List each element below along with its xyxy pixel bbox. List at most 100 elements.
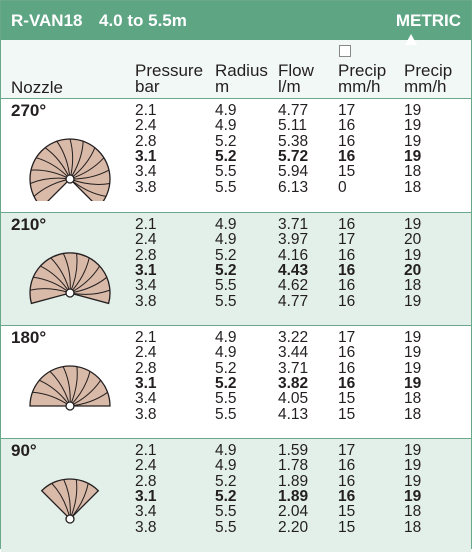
flow-cell: 1.89: [278, 487, 309, 505]
pressure-cell: 2.8: [135, 246, 157, 264]
precip-triangle-cell: 19: [404, 457, 422, 475]
nozzle-arc-label: 90°: [11, 441, 37, 460]
flow-cell: 5.38: [278, 132, 309, 150]
square-icon: [339, 45, 351, 57]
table-row: 2.4 4.9 5.11 16 19: [1, 117, 471, 135]
table-row: 3.4 5.5 4.05 15 18: [1, 390, 471, 408]
precip-square-cell: 16: [338, 472, 356, 490]
pressure-cell: 3.1: [135, 374, 157, 392]
pressure-cell: 3.8: [135, 518, 157, 536]
pressure-cell: 2.1: [135, 216, 157, 233]
table-row: 2.1 4.9 1.59 17 19: [1, 442, 471, 459]
precip-square-cell: 16: [338, 277, 356, 295]
radius-cell: 4.9: [215, 102, 237, 119]
radius-cell: 5.5: [215, 405, 237, 423]
precip-square-cell: 17: [338, 442, 356, 459]
precip-triangle-cell: 19: [404, 487, 422, 505]
column-headers: Nozzle Pressure bar Radius m Flow l/m Preci…: [1, 34, 471, 99]
precip-square-cell: 15: [338, 518, 356, 536]
radius-cell: 5.5: [215, 503, 237, 521]
table-row: 2.4 4.9 3.44 16 19: [1, 344, 471, 362]
table-row: 3.8 5.5 2.20 15 18: [1, 518, 471, 536]
pressure-header: Pressure bar: [135, 61, 204, 96]
radius-cell: 5.2: [215, 487, 237, 505]
precip-triangle-cell: 19: [404, 117, 422, 135]
radius-cell: 4.9: [215, 117, 237, 135]
radius-cell: 4.9: [215, 344, 237, 362]
precip-triangle-cell: 19: [404, 132, 422, 150]
table-row: 3.4 5.5 5.94 15 18: [1, 163, 471, 181]
flow-cell: 4.77: [278, 102, 309, 119]
precip-triangle-header: Precip mm/h: [404, 61, 453, 96]
precip-triangle-cell: 18: [404, 277, 422, 295]
flow-cell: 3.82: [278, 374, 309, 392]
precip-square-cell: 16: [338, 359, 356, 377]
pressure-cell: 2.1: [135, 329, 157, 346]
pressure-cell: 3.1: [135, 261, 157, 279]
pressure-cell: 2.4: [135, 117, 157, 135]
pressure-cell: 3.4: [135, 390, 157, 408]
precip-triangle-cell: 19: [404, 374, 422, 392]
pressure-cell: 3.4: [135, 163, 157, 181]
precip-square-cell: 16: [338, 487, 356, 505]
pressure-cell: 3.8: [135, 405, 157, 423]
radius-cell: 5.5: [215, 163, 237, 181]
precip-triangle-cell: 18: [404, 163, 422, 181]
radius-cell: 4.9: [215, 442, 237, 459]
precip-triangle-cell: 19: [404, 102, 422, 119]
radius-cell: 5.2: [215, 359, 237, 377]
flow-cell: 1.89: [278, 472, 309, 490]
precip-triangle-cell: 18: [404, 503, 422, 521]
table-row: 3.8 5.5 6.13 0 18: [1, 178, 471, 196]
precip-square-cell: 16: [338, 246, 356, 264]
precip-square-cell: 15: [338, 390, 356, 408]
pressure-cell: 2.8: [135, 132, 157, 150]
table-row: 3.8 5.5 4.13 15 18: [1, 405, 471, 423]
precip-square-cell: 16: [338, 374, 356, 392]
pressure-cell: 3.8: [135, 178, 157, 196]
table-row: 2.8 5.2 1.89 16 19: [1, 472, 471, 490]
precip-triangle-cell: 18: [404, 405, 422, 423]
pressure-cell: 2.8: [135, 472, 157, 490]
precip-square-cell: 16: [338, 292, 356, 310]
nozzle-section: 90° 2.1 4.9 1.59 17 19 2.4 4.9 1.78 16 19 2.8 5.2 1.8…: [1, 438, 471, 552]
precip-square-header: Precip mm/h: [338, 61, 387, 96]
radius-cell: 4.9: [215, 231, 237, 249]
radius-cell: 5.2: [215, 246, 237, 264]
precip-triangle-cell: 19: [404, 147, 422, 165]
pressure-cell: 3.4: [135, 277, 157, 295]
precip-square-cell: 15: [338, 405, 356, 423]
precip-triangle-cell: 19: [404, 442, 422, 459]
pressure-cell: 2.1: [135, 102, 157, 119]
precip-square-cell: 15: [338, 503, 356, 521]
precip-triangle-cell: 20: [404, 261, 422, 279]
pressure-cell: 3.1: [135, 147, 157, 165]
precip-triangle-cell: 20: [404, 231, 422, 249]
table-row: 3.1 5.2 5.72 16 19: [1, 147, 471, 165]
precip-triangle-cell: 18: [404, 518, 422, 536]
precip-square-cell: 17: [338, 102, 356, 119]
precip-square-cell: 16: [338, 117, 356, 135]
flow-cell: 5.94: [278, 163, 309, 181]
radius-header: Radius m: [215, 61, 268, 96]
pressure-cell: 3.8: [135, 292, 157, 310]
precip-square-cell: 16: [338, 344, 356, 362]
precip-triangle-cell: 19: [404, 216, 422, 233]
flow-header: Flow l/m: [278, 61, 314, 96]
radius-cell: 5.2: [215, 374, 237, 392]
nozzle-arc-label: 270°: [11, 101, 47, 120]
precip-triangle-cell: 18: [404, 178, 422, 196]
nozzle-pattern-icon: [29, 138, 111, 201]
flow-cell: 4.62: [278, 277, 309, 295]
precip-square-cell: 17: [338, 329, 356, 346]
table-row: 3.8 5.5 4.77 16 19: [1, 292, 471, 310]
table-row: 2.8 5.2 5.38 16 19: [1, 132, 471, 150]
nozzle-arc-label: 210°: [11, 215, 47, 234]
flow-cell: 5.11: [278, 117, 308, 135]
precip-triangle-cell: 19: [404, 329, 422, 346]
nozzle-arc-label: 180°: [11, 328, 47, 347]
radius-cell: 5.5: [215, 518, 237, 536]
nozzle-pattern-icon: [29, 365, 111, 411]
precip-square-cell: 16: [338, 216, 356, 233]
pressure-cell: 2.1: [135, 442, 157, 459]
